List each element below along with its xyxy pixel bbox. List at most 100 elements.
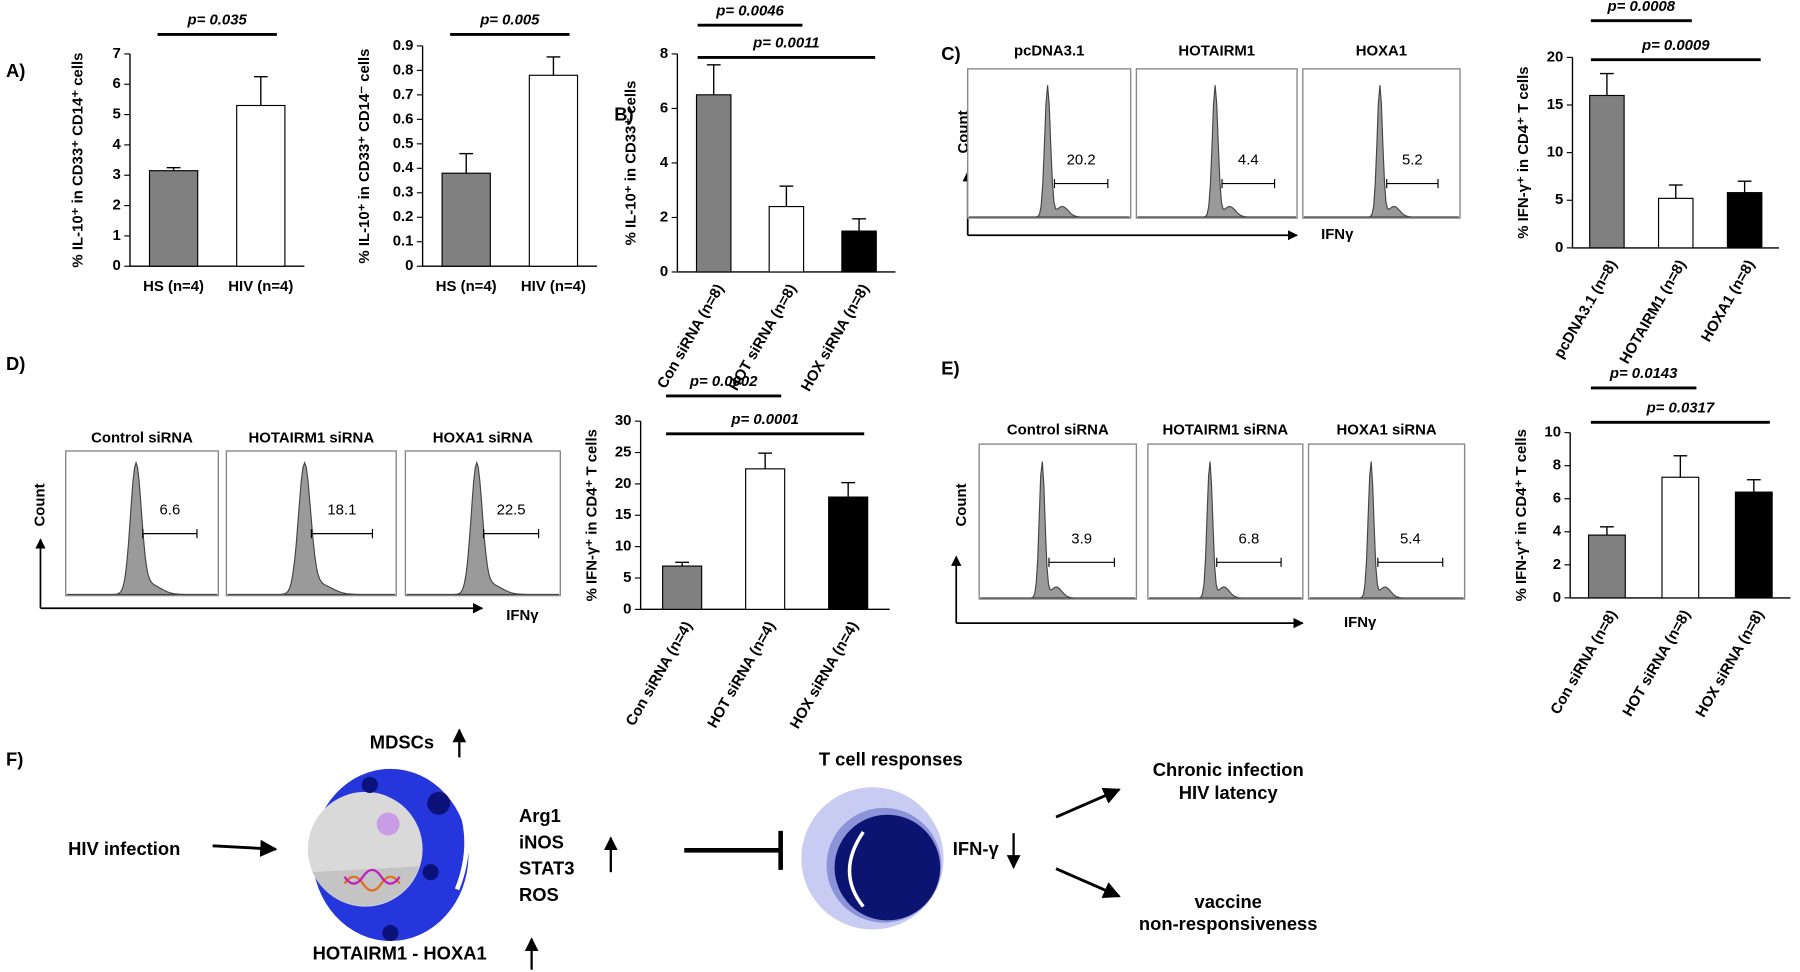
y-axis-label: % IFN-γ⁺ in CD4⁺ T cells xyxy=(584,429,600,601)
mediator: iNOS xyxy=(519,831,564,852)
p-value: p= 0.0317 xyxy=(1646,400,1715,416)
y-tick-label: 0.4 xyxy=(393,160,414,176)
gate-value: 20.2 xyxy=(1067,153,1096,169)
y-tick-label: 4 xyxy=(660,155,669,171)
p-value: p= 0.0046 xyxy=(715,3,784,19)
y-axis-label: % IL-10⁺ in CD33⁺ CD14⁻ cells xyxy=(357,49,373,264)
y-tick-label: 0.2 xyxy=(393,209,414,225)
p-value: p= 0.005 xyxy=(479,13,540,29)
y-tick-label: 10 xyxy=(1547,145,1564,161)
bar xyxy=(1661,476,1700,599)
sample-title: Control siRNA xyxy=(91,430,193,446)
bar xyxy=(148,170,199,267)
histogram xyxy=(227,460,396,596)
y-axis-label: Count xyxy=(32,483,48,526)
y-tick-label: 15 xyxy=(615,507,632,523)
regulator: HOTAIRM1 - HOXA1 xyxy=(313,943,487,964)
x-tick-label: HOX siRNA (n=8) xyxy=(1693,608,1767,721)
x-tick-label: HOT siRNA (n=4) xyxy=(705,619,779,731)
y-tick-label: 0 xyxy=(112,258,120,274)
x-tick-label: pcDNA3.1 (n=8) xyxy=(1552,258,1621,362)
histogram-frame xyxy=(1147,443,1304,600)
gate-value: 4.4 xyxy=(1238,153,1259,169)
y-tick-label: 0 xyxy=(1553,590,1561,606)
y-tick-label: 0.3 xyxy=(393,185,414,201)
histogram xyxy=(968,85,1130,218)
y-tick-label: 20 xyxy=(1547,49,1564,65)
y-tick-label: 6 xyxy=(112,76,120,92)
x-tick-label: HOT siRNA (n=8) xyxy=(1620,608,1694,720)
histogram xyxy=(1309,461,1464,599)
y-tick-label: 2 xyxy=(1553,557,1561,573)
y-tick-label: 0 xyxy=(660,264,668,280)
bar xyxy=(441,172,491,267)
panel-label: F) xyxy=(6,749,23,770)
x-tick-label: HS (n=4) xyxy=(143,279,204,295)
y-tick-label: 15 xyxy=(1547,97,1564,113)
x-tick-label: Con siRNA (n=8) xyxy=(1548,608,1621,718)
p-value: p= 0.0011 xyxy=(752,36,819,52)
mediator: STAT3 xyxy=(519,858,574,879)
outcome: Chronic infection xyxy=(1153,759,1304,780)
y-axis-label: Count xyxy=(954,483,970,526)
bar xyxy=(1734,491,1773,599)
t-cell xyxy=(801,787,944,930)
y-axis-label: % IL-10⁺ in CD33⁺ cells xyxy=(623,81,639,246)
bar xyxy=(1726,192,1763,249)
diagram: F) HIV infection MDSCs HOTAIRM1 - HOXA1 … xyxy=(6,728,1318,970)
p-value: p= 0.0143 xyxy=(1609,366,1678,382)
x-tick-label: HOTAIRM1 (n=8) xyxy=(1617,258,1689,367)
bar xyxy=(828,496,869,610)
y-tick-label: 8 xyxy=(1553,458,1561,474)
gate-value: 18.1 xyxy=(327,503,356,519)
bar xyxy=(528,74,579,267)
sample-title: HOTAIRM1 siRNA xyxy=(248,430,374,446)
x-tick-label: Con siRNA (n=4) xyxy=(623,619,696,729)
y-tick-label: 3 xyxy=(112,167,120,183)
stimulus: HIV infection xyxy=(68,838,180,859)
histogram-frame xyxy=(978,443,1138,600)
y-tick-label: 0.5 xyxy=(393,136,414,152)
bar xyxy=(1587,534,1626,599)
x-tick-label: HS (n=4) xyxy=(436,279,497,295)
gate-value: 22.5 xyxy=(497,503,526,519)
bar xyxy=(236,104,286,267)
panel-label: D) xyxy=(6,353,25,374)
sample-title: HOXA1 siRNA xyxy=(433,430,533,446)
x-tick-label: HIV (n=4) xyxy=(521,279,586,295)
y-tick-label: 0.7 xyxy=(393,87,414,103)
y-tick-label: 25 xyxy=(615,444,632,460)
y-tick-label: 0.9 xyxy=(393,38,414,54)
outcome: non-responsiveness xyxy=(1139,913,1318,934)
x-tick-label: HOXA1 (n=8) xyxy=(1699,258,1759,345)
y-axis-label: % IFN-γ⁺ in CD4⁺ T cells xyxy=(1514,429,1530,601)
y-tick-label: 0 xyxy=(623,601,631,617)
gate-value: 5.4 xyxy=(1400,531,1421,547)
panel-label: B) xyxy=(614,104,633,125)
y-tick-label: 2 xyxy=(660,209,668,225)
sample-title: HOXA1 siRNA xyxy=(1336,422,1436,438)
sample-title: HOTAIRM1 xyxy=(1178,44,1255,60)
bar xyxy=(1657,197,1694,249)
arrow xyxy=(212,839,278,857)
target: T cell responses xyxy=(819,749,963,770)
sample-title: Control siRNA xyxy=(1007,422,1109,438)
bar xyxy=(841,230,877,273)
p-value: p= 0.0008 xyxy=(1607,0,1676,15)
sample-title: HOXA1 xyxy=(1356,44,1407,60)
x-tick-label: HIV (n=4) xyxy=(228,279,293,295)
outcome: vaccine xyxy=(1195,891,1262,912)
p-value: p= 0.035 xyxy=(187,13,248,29)
gate-value: 3.9 xyxy=(1071,531,1092,547)
y-tick-label: 10 xyxy=(1544,425,1561,441)
p-value: p= 0.0009 xyxy=(1641,38,1710,54)
y-tick-label: 4 xyxy=(112,137,121,153)
panel-label: A) xyxy=(6,60,25,81)
bar xyxy=(662,565,703,610)
y-tick-label: 0 xyxy=(405,258,413,274)
mediator: ROS xyxy=(519,884,559,905)
y-tick-label: 30 xyxy=(615,413,632,429)
y-tick-label: 0.6 xyxy=(393,111,414,127)
panel-label: E) xyxy=(941,357,959,378)
